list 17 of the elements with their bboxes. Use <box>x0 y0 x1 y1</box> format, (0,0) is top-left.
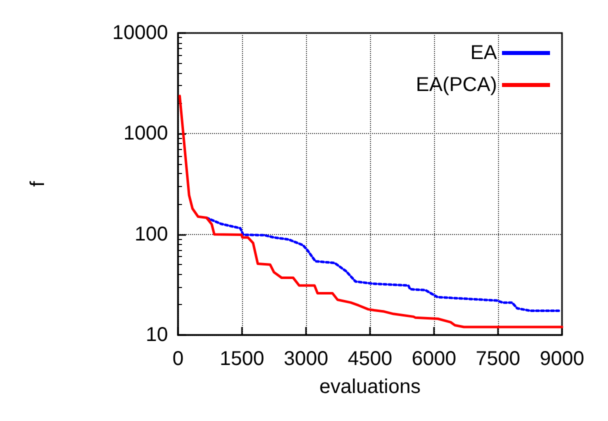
legend-label: EA(PCA) <box>416 74 497 96</box>
y-tick-label: 10 <box>146 324 168 346</box>
x-tick-label: 6000 <box>412 348 456 370</box>
x-tick-label: 1500 <box>220 348 264 370</box>
y-tick-label: 10000 <box>112 22 168 44</box>
x-axis-title: evaluations <box>319 376 421 398</box>
x-tick-label: 4500 <box>348 348 392 370</box>
line-series <box>205 216 561 312</box>
x-tick-label: 7500 <box>476 348 520 370</box>
x-tick-label: 3000 <box>284 348 328 370</box>
x-tick-label: 9000 <box>540 348 584 370</box>
x-tick-label: 0 <box>172 348 184 370</box>
y-tick-label: 1000 <box>124 122 168 145</box>
y-tick-label: 100 <box>134 223 168 246</box>
y-axis-title: f <box>27 180 49 187</box>
line-series <box>178 94 564 328</box>
legend-label: EA <box>470 42 498 64</box>
